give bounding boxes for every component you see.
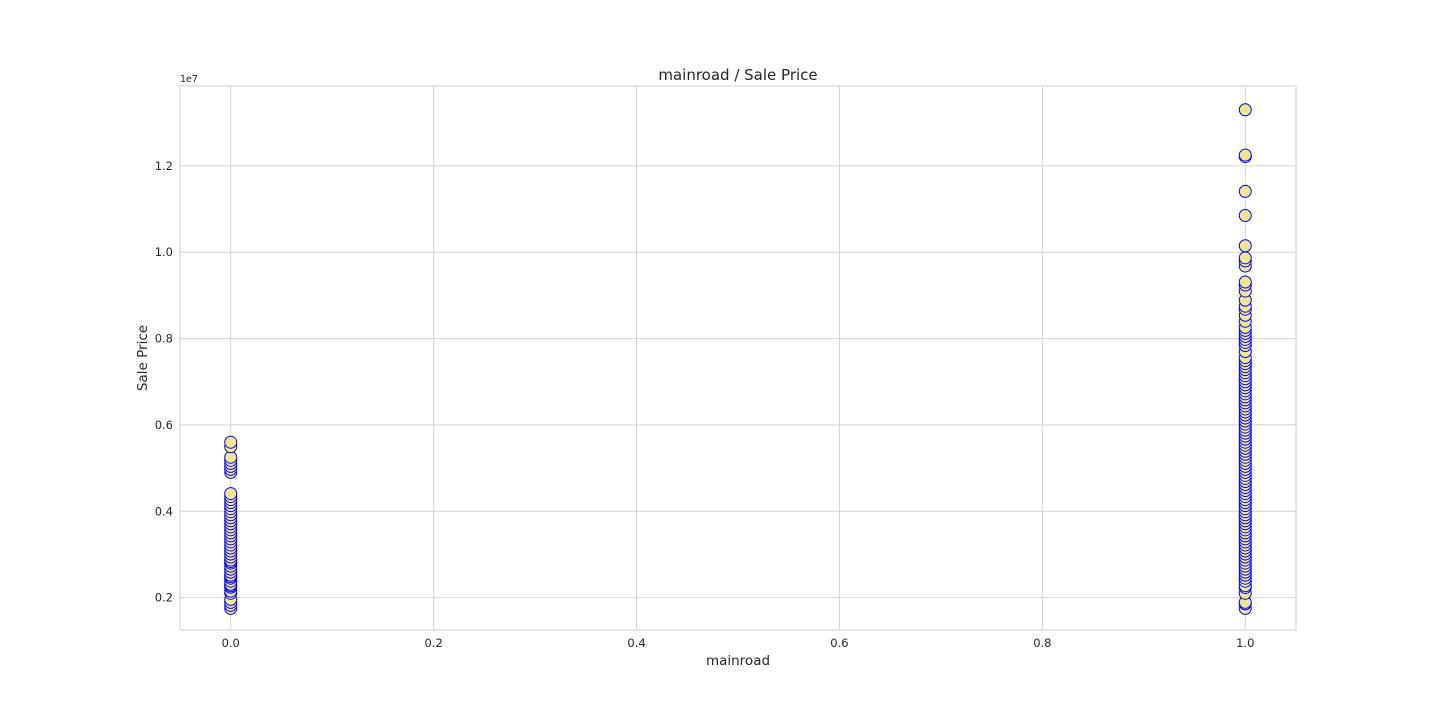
data-point	[224, 435, 238, 449]
y-tick-label: 0.2	[155, 591, 173, 605]
x-tick-label: 0.0	[222, 636, 240, 650]
data-point	[1238, 184, 1252, 198]
x-tick-label: 0.2	[424, 636, 442, 650]
y-axis-label: Sale Price	[135, 325, 151, 391]
data-point	[224, 487, 238, 501]
tick-labels: 0.0 0.2 0.4 0.6 0.8 1.0 0.2 0.4 0.6 0.8 1.0 1.2	[155, 159, 1255, 650]
data-point	[1238, 251, 1252, 265]
grid	[180, 86, 1296, 630]
data-point	[1238, 239, 1252, 253]
y-tick-label: 1.2	[155, 159, 173, 173]
y-tick-label: 1.0	[155, 245, 173, 259]
x-tick-label: 1.0	[1236, 636, 1254, 650]
data-point	[1238, 209, 1252, 223]
plot-frame	[179, 85, 1297, 631]
data-points	[224, 103, 1252, 615]
x-tick-label: 0.6	[830, 636, 848, 650]
y-tick-label: 0.6	[155, 418, 173, 432]
y-tick-label: 0.4	[155, 504, 173, 518]
data-point	[1238, 148, 1252, 162]
x-tick-label: 0.4	[627, 636, 645, 650]
chart-title: mainroad / Sale Price	[658, 66, 817, 84]
x-tick-label: 0.8	[1033, 636, 1051, 650]
data-point	[1238, 103, 1252, 117]
y-axis-offset-label: 1e7	[180, 74, 198, 85]
y-tick-label: 0.8	[155, 332, 173, 346]
x-axis-label: mainroad	[706, 653, 770, 669]
data-point	[1238, 275, 1252, 289]
